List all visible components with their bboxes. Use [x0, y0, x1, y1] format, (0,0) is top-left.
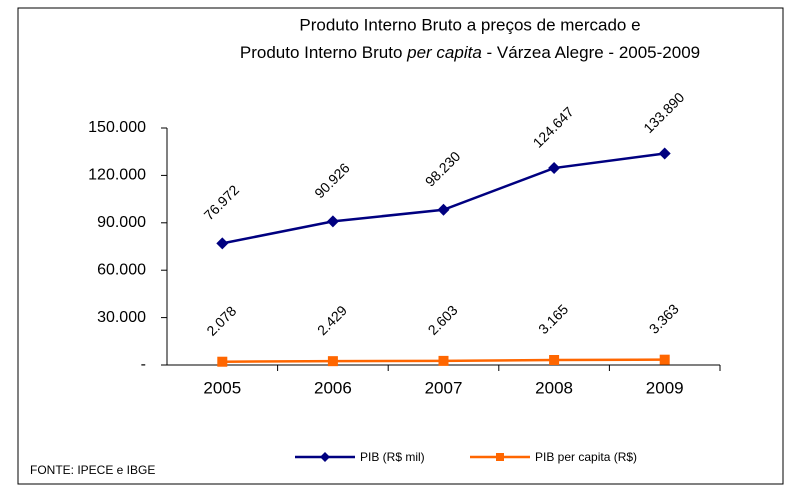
chart-title: Produto Interno Bruto per capita - Várze… [240, 43, 700, 62]
y-tick-label: 120.000 [88, 167, 146, 184]
point [217, 356, 228, 367]
y-tick-label: 150.000 [88, 119, 146, 136]
x-tick-label: 2008 [535, 378, 573, 397]
x-tick-label: 2006 [314, 378, 352, 397]
legend-marker [496, 453, 504, 461]
title-part: - Várzea Alegre - 2005-2009 [482, 43, 700, 62]
point [548, 162, 561, 175]
legend-label: PIB (R$ mil) [360, 450, 425, 464]
x-tick-label: 2007 [425, 378, 463, 397]
point [437, 203, 450, 216]
point [216, 237, 229, 250]
x-tick-label: 2005 [203, 378, 241, 397]
title-part: Produto Interno Bruto [240, 43, 407, 62]
x-tick-label: 2009 [646, 378, 684, 397]
point [659, 354, 670, 365]
y-tick-label: - [141, 356, 146, 373]
point [549, 354, 560, 365]
y-tick-label: 30.000 [97, 309, 146, 326]
source-note: FONTE: IPECE e IBGE [30, 463, 155, 477]
point [438, 355, 449, 366]
chart-title: Produto Interno Bruto a preços de mercad… [299, 15, 640, 34]
point [327, 356, 338, 367]
legend-label: PIB per capita (R$) [535, 450, 637, 464]
point [326, 215, 339, 228]
point [658, 147, 671, 160]
title-part: per capita [406, 43, 482, 62]
y-tick-label: 60.000 [97, 261, 146, 278]
legend-marker [320, 452, 330, 462]
y-tick-label: 90.000 [97, 214, 146, 231]
chart-border [17, 7, 784, 485]
